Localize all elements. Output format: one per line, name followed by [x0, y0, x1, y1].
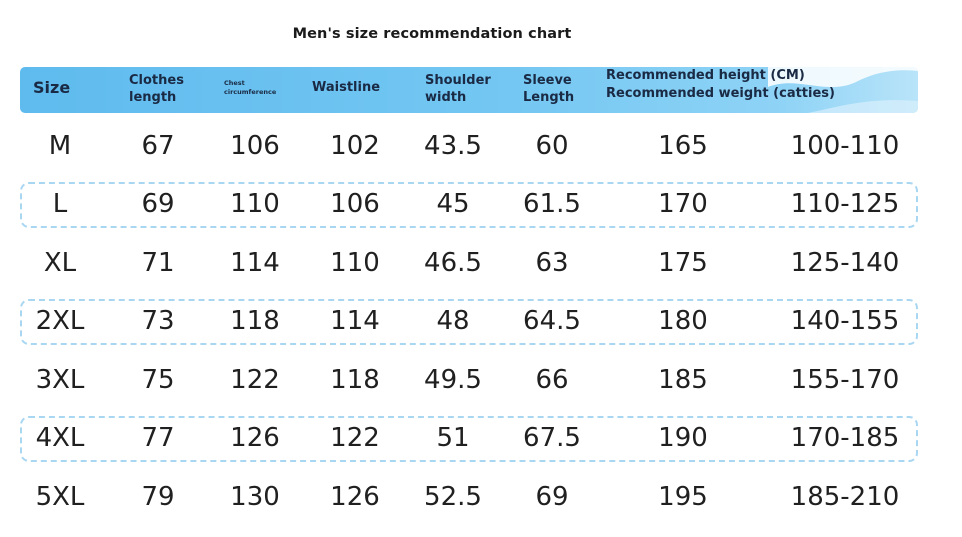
cell-sleeve: 60: [535, 131, 569, 161]
cell-waist: 110: [330, 248, 380, 278]
header-size: Size: [33, 78, 71, 97]
table-row: L 69 110 106 45 61.5 170 110-125: [0, 182, 962, 228]
cell-chest: 118: [230, 306, 280, 336]
cell-clothes-length: 71: [141, 248, 175, 278]
cell-size: 5XL: [35, 482, 85, 512]
cell-sleeve: 63: [535, 248, 569, 278]
cell-shoulder: 52.5: [424, 482, 482, 512]
cell-clothes-length: 73: [141, 306, 175, 336]
cell-waist: 114: [330, 306, 380, 336]
cell-weight: 185-210: [790, 482, 900, 512]
cell-weight: 170-185: [790, 423, 900, 453]
header-waistline: Waistline: [312, 80, 381, 95]
table-row: XL 71 114 110 46.5 63 175 125-140: [0, 241, 962, 287]
cell-height: 195: [658, 482, 708, 512]
cell-height: 190: [658, 423, 708, 453]
table-row: 3XL 75 122 118 49.5 66 185 155-170: [0, 358, 962, 404]
cell-height: 185: [658, 365, 708, 395]
table-row: 4XL 77 126 122 51 67.5 190 170-185: [0, 416, 962, 462]
cell-height: 165: [658, 131, 708, 161]
cell-waist: 122: [330, 423, 380, 453]
cell-waist: 106: [330, 189, 380, 219]
cell-sleeve: 61.5: [523, 189, 581, 219]
cell-clothes-length: 69: [141, 189, 175, 219]
header-recommended-height: Recommended height (CM): [606, 68, 805, 83]
header-clothes-length: Clothes length: [129, 73, 184, 105]
cell-weight: 110-125: [790, 189, 900, 219]
chart-title: Men's size recommendation chart: [292, 26, 572, 42]
cell-shoulder: 43.5: [424, 131, 482, 161]
cell-clothes-length: 75: [141, 365, 175, 395]
cell-clothes-length: 79: [141, 482, 175, 512]
cell-waist: 102: [330, 131, 380, 161]
cell-chest: 110: [230, 189, 280, 219]
cell-waist: 118: [330, 365, 380, 395]
header-wave-decoration: [768, 67, 918, 113]
header-recommended: Recommended height (CM) Recommended weig…: [606, 67, 835, 103]
cell-weight: 155-170: [790, 365, 900, 395]
header-chest-circumference: Chest circumference: [224, 79, 277, 96]
header-recommended-weight: Recommended weight (catties): [606, 86, 835, 101]
cell-size: M: [48, 131, 72, 161]
cell-chest: 114: [230, 248, 280, 278]
cell-size: 3XL: [35, 365, 85, 395]
cell-weight: 100-110: [790, 131, 900, 161]
cell-sleeve: 69: [535, 482, 569, 512]
header-sleeve-length: Sleeve Length: [523, 73, 575, 105]
cell-chest: 126: [230, 423, 280, 453]
cell-shoulder: 49.5: [424, 365, 482, 395]
cell-size: L: [52, 189, 68, 219]
table-header: Size Clothes length Chest circumference …: [20, 67, 918, 113]
header-shoulder-width: Shoulder width: [425, 73, 491, 105]
cell-shoulder: 46.5: [424, 248, 482, 278]
cell-size: XL: [43, 248, 77, 278]
cell-sleeve: 66: [535, 365, 569, 395]
cell-shoulder: 48: [436, 306, 470, 336]
cell-size: 2XL: [35, 306, 85, 336]
cell-height: 180: [658, 306, 708, 336]
cell-chest: 122: [230, 365, 280, 395]
cell-weight: 140-155: [790, 306, 900, 336]
cell-shoulder: 45: [436, 189, 470, 219]
cell-clothes-length: 77: [141, 423, 175, 453]
cell-size: 4XL: [35, 423, 85, 453]
cell-shoulder: 51: [436, 423, 470, 453]
cell-chest: 106: [230, 131, 280, 161]
cell-sleeve: 67.5: [523, 423, 581, 453]
cell-height: 175: [658, 248, 708, 278]
table-row: M 67 106 102 43.5 60 165 100-110: [0, 124, 962, 170]
cell-weight: 125-140: [790, 248, 900, 278]
cell-sleeve: 64.5: [523, 306, 581, 336]
cell-clothes-length: 67: [141, 131, 175, 161]
table-row: 5XL 79 130 126 52.5 69 195 185-210: [0, 475, 962, 521]
table-row: 2XL 73 118 114 48 64.5 180 140-155: [0, 299, 962, 345]
cell-height: 170: [658, 189, 708, 219]
cell-waist: 126: [330, 482, 380, 512]
cell-chest: 130: [230, 482, 280, 512]
